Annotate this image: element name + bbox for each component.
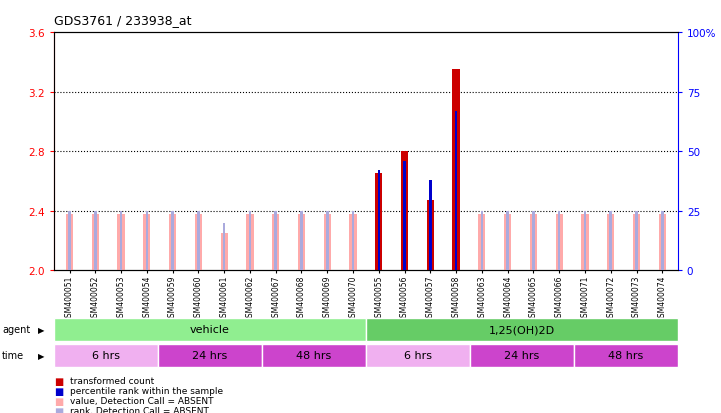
Bar bbox=[481, 211, 483, 271]
Bar bbox=[574, 344, 678, 367]
Bar bbox=[401, 152, 408, 271]
Text: ■: ■ bbox=[54, 386, 63, 396]
Bar bbox=[350, 214, 357, 271]
Bar bbox=[272, 214, 279, 271]
Bar bbox=[221, 233, 228, 271]
Text: transformed count: transformed count bbox=[70, 376, 154, 385]
Bar bbox=[607, 214, 614, 271]
Bar bbox=[118, 214, 125, 271]
Text: 1,25(OH)2D: 1,25(OH)2D bbox=[489, 324, 555, 335]
Bar bbox=[532, 211, 535, 271]
Bar bbox=[661, 211, 663, 271]
Bar bbox=[275, 211, 277, 271]
Bar bbox=[158, 344, 262, 367]
Bar bbox=[92, 214, 99, 271]
Text: agent: agent bbox=[2, 324, 30, 335]
Bar bbox=[403, 161, 406, 271]
Text: percentile rank within the sample: percentile rank within the sample bbox=[70, 386, 223, 395]
Bar bbox=[609, 211, 612, 271]
Bar bbox=[300, 211, 303, 271]
Text: ■: ■ bbox=[54, 406, 63, 413]
Bar bbox=[375, 174, 382, 271]
Bar bbox=[223, 223, 226, 271]
Bar bbox=[633, 214, 640, 271]
Bar bbox=[197, 211, 200, 271]
Bar bbox=[146, 211, 148, 271]
Bar bbox=[262, 344, 366, 367]
Bar bbox=[298, 214, 305, 271]
Bar bbox=[54, 344, 158, 367]
Bar bbox=[584, 211, 586, 271]
Bar bbox=[635, 211, 638, 271]
Text: 24 hrs: 24 hrs bbox=[504, 350, 539, 361]
Bar bbox=[143, 214, 151, 271]
Bar bbox=[558, 211, 560, 271]
Text: GDS3761 / 233938_at: GDS3761 / 233938_at bbox=[54, 14, 192, 27]
Bar bbox=[530, 214, 537, 271]
Bar bbox=[54, 318, 366, 341]
Text: vehicle: vehicle bbox=[190, 324, 230, 335]
Bar bbox=[427, 201, 434, 271]
Bar bbox=[506, 211, 509, 271]
Bar bbox=[169, 214, 176, 271]
Bar bbox=[326, 211, 329, 271]
Text: time: time bbox=[2, 350, 25, 361]
Text: rank, Detection Call = ABSENT: rank, Detection Call = ABSENT bbox=[70, 406, 209, 413]
Bar bbox=[120, 211, 123, 271]
Bar bbox=[453, 70, 460, 271]
Text: 48 hrs: 48 hrs bbox=[608, 350, 643, 361]
Bar bbox=[581, 214, 588, 271]
Bar bbox=[195, 214, 202, 271]
Text: ■: ■ bbox=[54, 376, 63, 386]
Bar bbox=[249, 211, 251, 271]
Bar bbox=[470, 344, 574, 367]
Bar bbox=[324, 214, 331, 271]
Bar bbox=[429, 180, 432, 271]
Bar bbox=[504, 214, 511, 271]
Bar bbox=[68, 211, 71, 271]
Bar bbox=[378, 171, 380, 271]
Bar bbox=[66, 214, 73, 271]
Bar bbox=[556, 214, 563, 271]
Bar bbox=[172, 211, 174, 271]
Text: value, Detection Call = ABSENT: value, Detection Call = ABSENT bbox=[70, 396, 213, 405]
Text: 48 hrs: 48 hrs bbox=[296, 350, 332, 361]
Bar bbox=[247, 214, 254, 271]
Bar bbox=[366, 344, 470, 367]
Bar bbox=[94, 211, 97, 271]
Text: 6 hrs: 6 hrs bbox=[92, 350, 120, 361]
Text: ▶: ▶ bbox=[37, 325, 44, 334]
Bar bbox=[659, 214, 666, 271]
Text: ■: ■ bbox=[54, 396, 63, 406]
Bar bbox=[366, 318, 678, 341]
Text: 6 hrs: 6 hrs bbox=[404, 350, 432, 361]
Bar bbox=[455, 112, 457, 271]
Text: 24 hrs: 24 hrs bbox=[193, 350, 228, 361]
Text: ▶: ▶ bbox=[37, 351, 44, 360]
Bar bbox=[352, 211, 354, 271]
Bar bbox=[478, 214, 485, 271]
